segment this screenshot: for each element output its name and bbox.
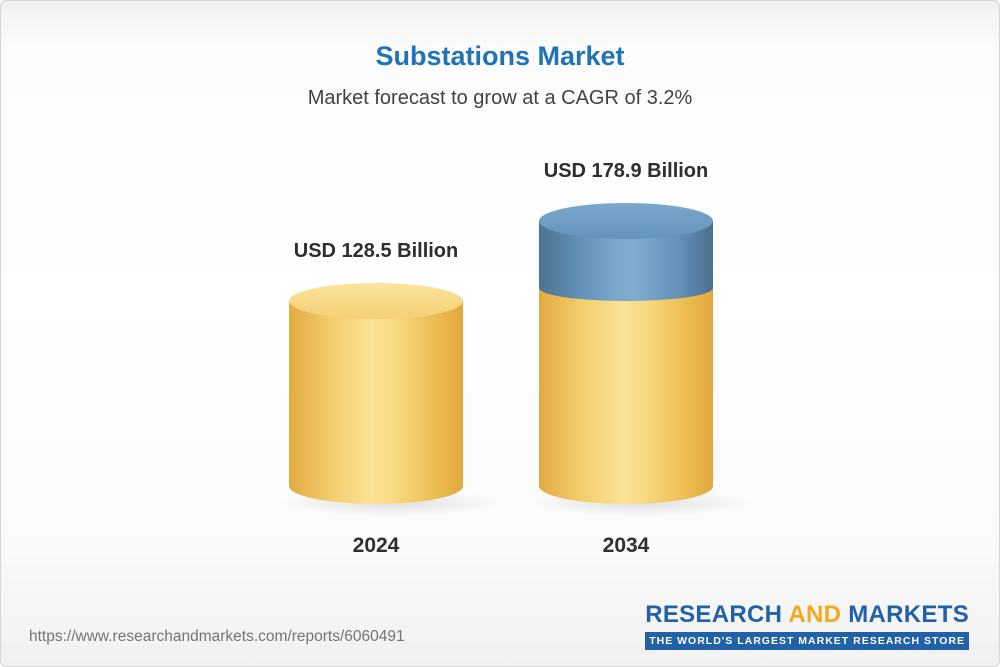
researchandmarkets-logo: RESEARCH AND MARKETS THE WORLD'S LARGEST…	[645, 601, 969, 650]
bar-2024-body	[289, 301, 463, 504]
chart-subtitle: Market forecast to grow at a CAGR of 3.2…	[307, 87, 693, 109]
category-label-2024: 2024	[352, 534, 400, 557]
bar-2034-top-ellipse	[539, 203, 713, 239]
logo-word-markets: MARKETS	[848, 601, 969, 628]
report-url: https://www.researchandmarkets.com/repor…	[29, 628, 405, 645]
category-label-2034: 2034	[602, 534, 650, 557]
logo-word-research: RESEARCH	[645, 601, 783, 628]
logo-wordmark: RESEARCH AND MARKETS	[645, 601, 969, 629]
value-label-2024: USD 128.5 Billion	[293, 240, 459, 262]
bar-2034	[521, 203, 761, 518]
logo-tagline: THE WORLD'S LARGEST MARKET RESEARCH STOR…	[645, 632, 969, 650]
bar-2024-top-ellipse	[289, 283, 463, 319]
bar-2024	[271, 283, 511, 518]
chart-title: Substations Market	[375, 41, 625, 71]
logo-word-and: AND	[788, 601, 842, 628]
value-label-2034: USD 178.9 Billion	[543, 160, 709, 182]
